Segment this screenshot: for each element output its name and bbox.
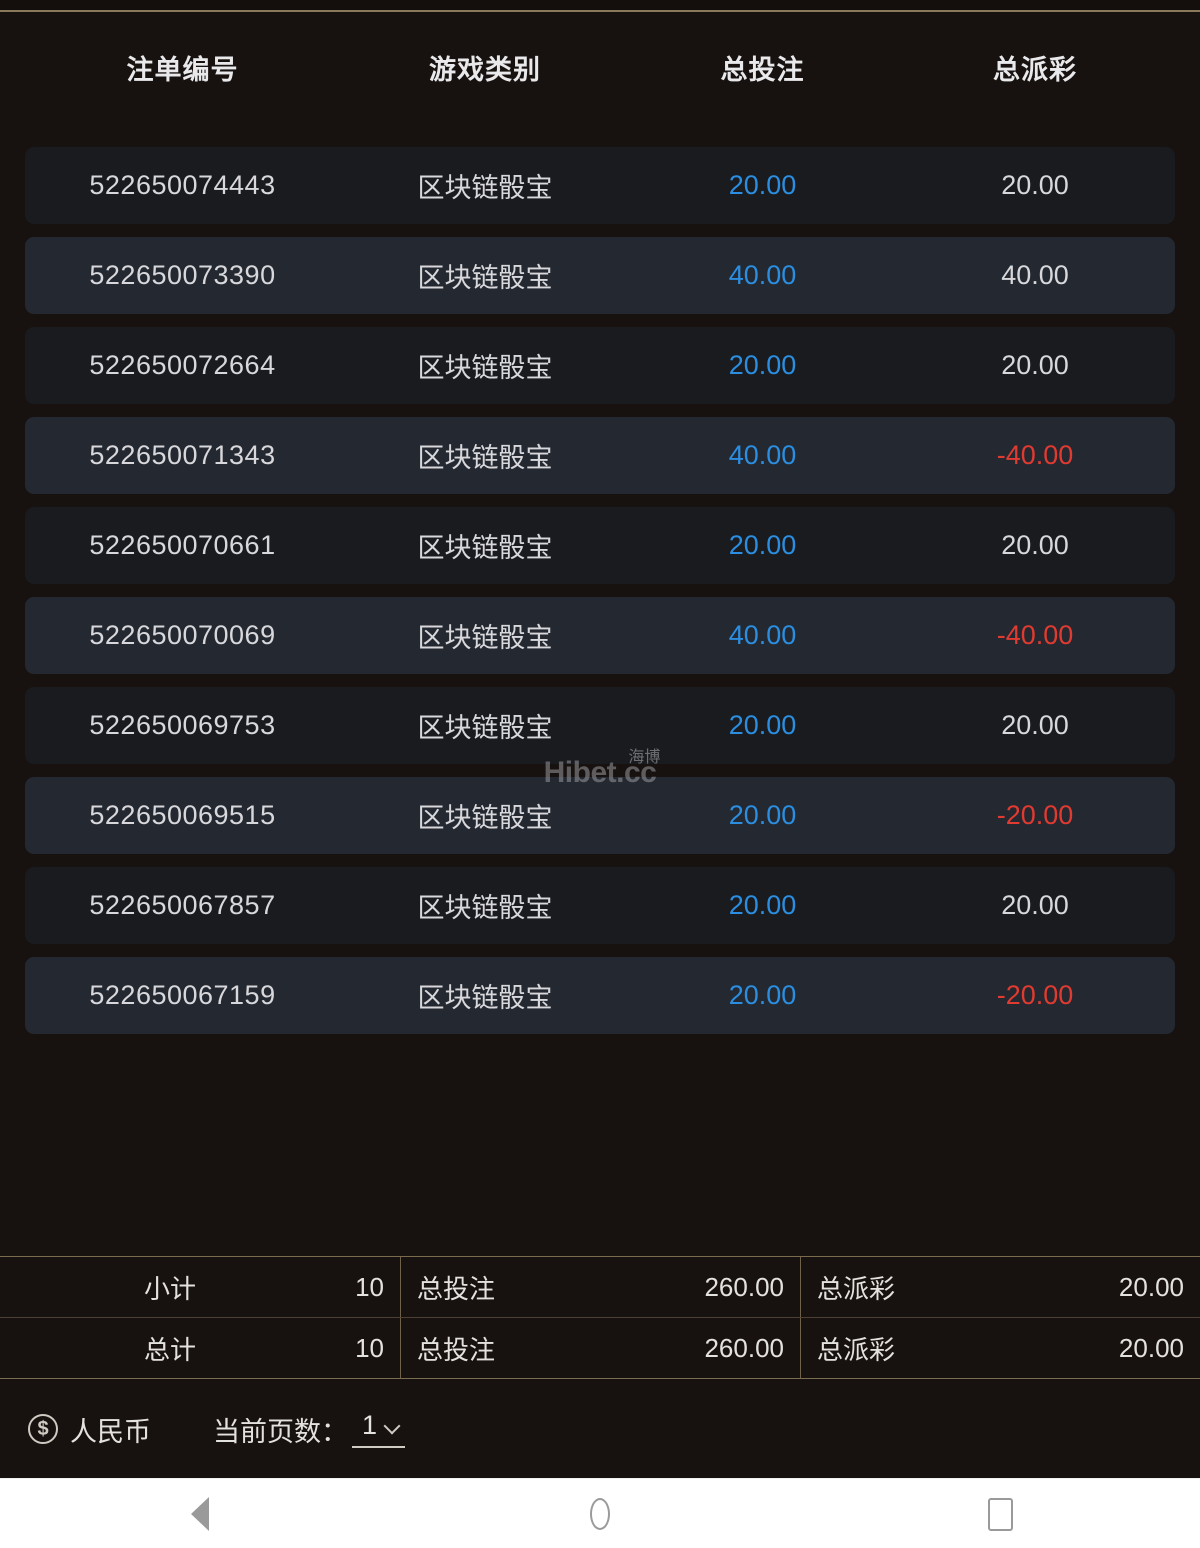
cell-total-payout: 20.00 (1001, 890, 1069, 920)
table-row[interactable]: 522650070661 区块链骰宝 20.00 20.00 (25, 507, 1175, 584)
cell-game-type: 区块链骰宝 (417, 533, 553, 563)
cell-total-payout: -40.00 (996, 620, 1074, 650)
cell-total-bet: 20.00 (728, 980, 797, 1010)
cell-game-type: 区块链骰宝 (417, 443, 553, 473)
cell-bet-id: 522650069753 (89, 710, 276, 740)
bet-records-list: 522650074443 区块链骰宝 20.00 20.00 522650073390 区… (25, 147, 1175, 1047)
subtotal-payout-label: 总派彩 (817, 1273, 896, 1304)
table-row[interactable]: 522650067159 区块链骰宝 20.00 -20.00 (25, 957, 1175, 1034)
cell-total-bet: 20.00 (728, 170, 797, 200)
subtotal-count: 10 (355, 1271, 384, 1302)
cell-game-type: 区块链骰宝 (417, 173, 553, 203)
top-strip (0, 0, 1200, 10)
table-row[interactable]: 522650073390 区块链骰宝 40.00 40.00 (25, 237, 1175, 314)
cell-game-type: 区块链骰宝 (417, 623, 553, 653)
subtotal-bet-label: 总投注 (417, 1273, 496, 1304)
pagination-control: 当前页数： 1 (213, 1410, 406, 1449)
android-navigation-bar (0, 1478, 1200, 1548)
cell-game-type: 区块链骰宝 (417, 803, 553, 833)
footer-bar: $ 人民币 当前页数： 1 (0, 1380, 1200, 1478)
cell-bet-id: 522650070661 (89, 530, 276, 560)
summary-row-subtotal: 小计 10 总投注 260.00 总派彩 20.00 (0, 1257, 1200, 1317)
cell-total-bet: 40.00 (728, 440, 797, 470)
back-triangle-icon (191, 1497, 209, 1531)
total-payout-cell: 总派彩 20.00 (800, 1318, 1200, 1378)
cell-total-payout: 20.00 (1001, 170, 1069, 200)
table-row[interactable]: 522650070069 区块链骰宝 40.00 -40.00 (25, 597, 1175, 674)
cell-bet-id: 522650069515 (89, 800, 276, 830)
cell-total-payout: 20.00 (1001, 530, 1069, 560)
currency-label: 人民币 (70, 1416, 151, 1447)
subtotal-bet-cell: 总投注 260.00 (400, 1257, 800, 1317)
cell-total-bet: 20.00 (728, 530, 797, 560)
cell-total-payout: 20.00 (1001, 710, 1069, 740)
cell-game-type: 区块链骰宝 (417, 893, 553, 923)
page-number-label: 当前页数： (213, 1416, 348, 1447)
subtotal-payout-cell: 总派彩 20.00 (800, 1257, 1200, 1317)
total-payout-value: 20.00 (1118, 1332, 1184, 1363)
home-circle-icon (590, 1498, 610, 1530)
table-row[interactable]: 522650069753 区块链骰宝 20.00 20.00 (25, 687, 1175, 764)
cell-total-payout: 40.00 (1001, 260, 1069, 290)
summary-table: 小计 10 总投注 260.00 总派彩 20.00 总计 10 总投注 260… (0, 1256, 1200, 1379)
cell-bet-id: 522650067159 (89, 980, 276, 1010)
cell-total-payout: -40.00 (996, 440, 1074, 470)
cell-bet-id: 522650073390 (89, 260, 276, 290)
cell-bet-id: 522650071343 (89, 440, 276, 470)
cell-total-bet: 40.00 (728, 260, 797, 290)
column-header-total-bet: 总投注 (720, 54, 805, 85)
subtotal-bet-value: 260.00 (704, 1271, 784, 1302)
recent-square-icon (987, 1497, 1013, 1531)
table-row[interactable]: 522650074443 区块链骰宝 20.00 20.00 (25, 147, 1175, 224)
summary-row-total: 总计 10 总投注 260.00 总派彩 20.00 (0, 1317, 1200, 1378)
page-number-select[interactable]: 1 (352, 1410, 406, 1448)
chevron-down-icon (385, 1419, 399, 1433)
table-header: 注单编号 游戏类别 总投注 总派彩 (25, 12, 1175, 122)
column-header-total-payout: 总派彩 (993, 54, 1077, 85)
cell-total-payout: -20.00 (996, 980, 1074, 1010)
currency-indicator: $ 人民币 (28, 1410, 151, 1449)
total-payout-label: 总派彩 (817, 1334, 896, 1365)
column-header-bet-id: 注单编号 (126, 54, 239, 85)
table-row[interactable]: 522650069515 区块链骰宝 20.00 -20.00 (25, 777, 1175, 854)
dollar-coin-icon: $ (28, 1414, 58, 1444)
subtotal-payout-value: 20.00 (1118, 1271, 1184, 1302)
page-number-value: 1 (362, 1410, 378, 1440)
cell-game-type: 区块链骰宝 (417, 263, 553, 293)
top-gold-divider (0, 10, 1200, 12)
cell-bet-id: 522650070069 (89, 620, 276, 650)
table-row[interactable]: 522650071343 区块链骰宝 40.00 -40.00 (25, 417, 1175, 494)
total-bet-value: 260.00 (704, 1332, 784, 1363)
table-row[interactable]: 522650072664 区块链骰宝 20.00 20.00 (25, 327, 1175, 404)
cell-game-type: 区块链骰宝 (417, 983, 553, 1013)
cell-total-payout: -20.00 (996, 800, 1074, 830)
nav-home-button[interactable] (500, 1479, 700, 1548)
cell-total-bet: 40.00 (728, 620, 797, 650)
cell-game-type: 区块链骰宝 (417, 353, 553, 383)
subtotal-count-cell: 小计 10 (0, 1257, 400, 1317)
cell-total-bet: 20.00 (728, 350, 797, 380)
total-count-cell: 总计 10 (0, 1318, 400, 1378)
cell-game-type: 区块链骰宝 (417, 713, 553, 743)
cell-bet-id: 522650074443 (89, 170, 276, 200)
total-bet-label: 总投注 (417, 1334, 496, 1365)
cell-bet-id: 522650067857 (89, 890, 276, 920)
cell-total-bet: 20.00 (728, 890, 797, 920)
cell-total-payout: 20.00 (1001, 350, 1069, 380)
total-bet-cell: 总投注 260.00 (400, 1318, 800, 1378)
cell-total-bet: 20.00 (728, 710, 797, 740)
cell-bet-id: 522650072664 (89, 350, 276, 380)
cell-total-bet: 20.00 (728, 800, 797, 830)
table-row[interactable]: 522650067857 区块链骰宝 20.00 20.00 (25, 867, 1175, 944)
nav-recent-button[interactable] (900, 1479, 1100, 1548)
total-count: 10 (355, 1332, 384, 1363)
subtotal-label: 小计 (144, 1273, 197, 1304)
total-label: 总计 (144, 1334, 197, 1365)
column-header-game-type: 游戏类别 (429, 54, 541, 85)
nav-back-button[interactable] (100, 1479, 300, 1548)
